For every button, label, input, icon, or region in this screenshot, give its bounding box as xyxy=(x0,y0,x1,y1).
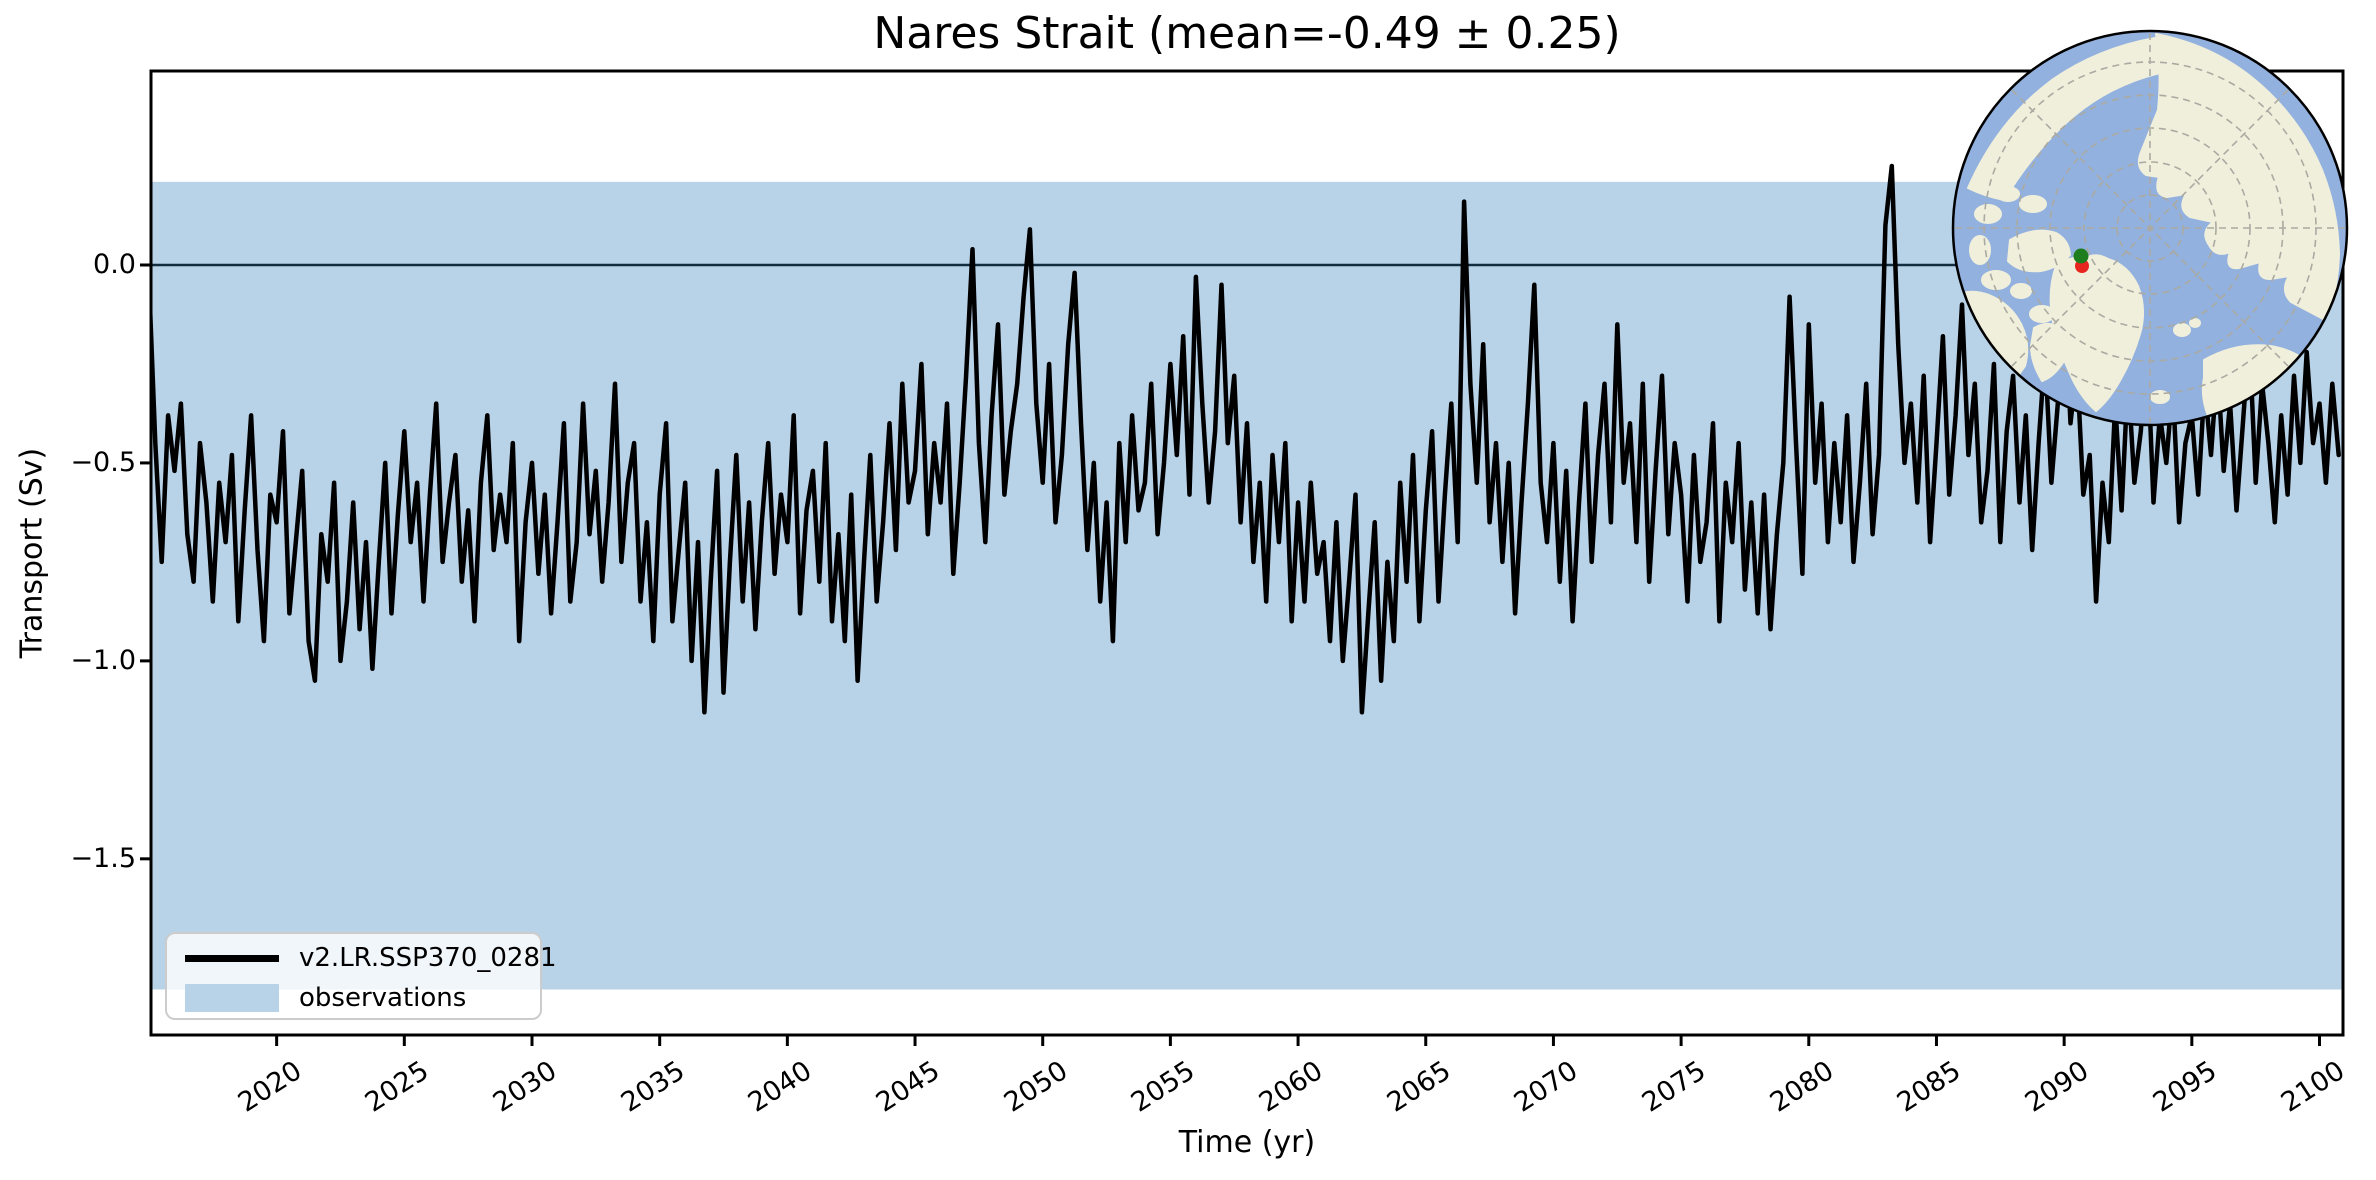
model-location-marker xyxy=(2073,248,2089,264)
inset-polar-map xyxy=(1951,29,2349,427)
y-tick-label: −1.5 xyxy=(70,842,136,874)
legend-entry-model: v2.LR.SSP370_0281 xyxy=(167,938,557,978)
legend-entry-observations: observations xyxy=(167,978,540,1018)
legend-label-model: v2.LR.SSP370_0281 xyxy=(299,943,557,973)
legend-label-observations: observations xyxy=(299,983,467,1013)
y-tick-label: 0.0 xyxy=(93,248,136,280)
legend: v2.LR.SSP370_0281 observations xyxy=(165,932,557,1020)
map-border xyxy=(1951,29,2349,427)
tick-marks xyxy=(140,263,2322,1046)
map-graticule xyxy=(1955,33,2345,423)
y-axis-label: Transport (Sv) xyxy=(14,447,50,659)
axes-frame xyxy=(149,69,2345,1037)
legend-patch-swatch xyxy=(185,984,279,1012)
y-tick-label: −0.5 xyxy=(70,446,136,478)
y-tick-label: −1.0 xyxy=(70,644,136,676)
timeseries-line xyxy=(151,163,2341,715)
chart-title: Nares Strait (mean=-0.49 ± 0.25) xyxy=(873,8,1621,59)
x-axis-label: Time (yr) xyxy=(1178,1125,1316,1160)
legend-line-swatch xyxy=(185,955,279,962)
